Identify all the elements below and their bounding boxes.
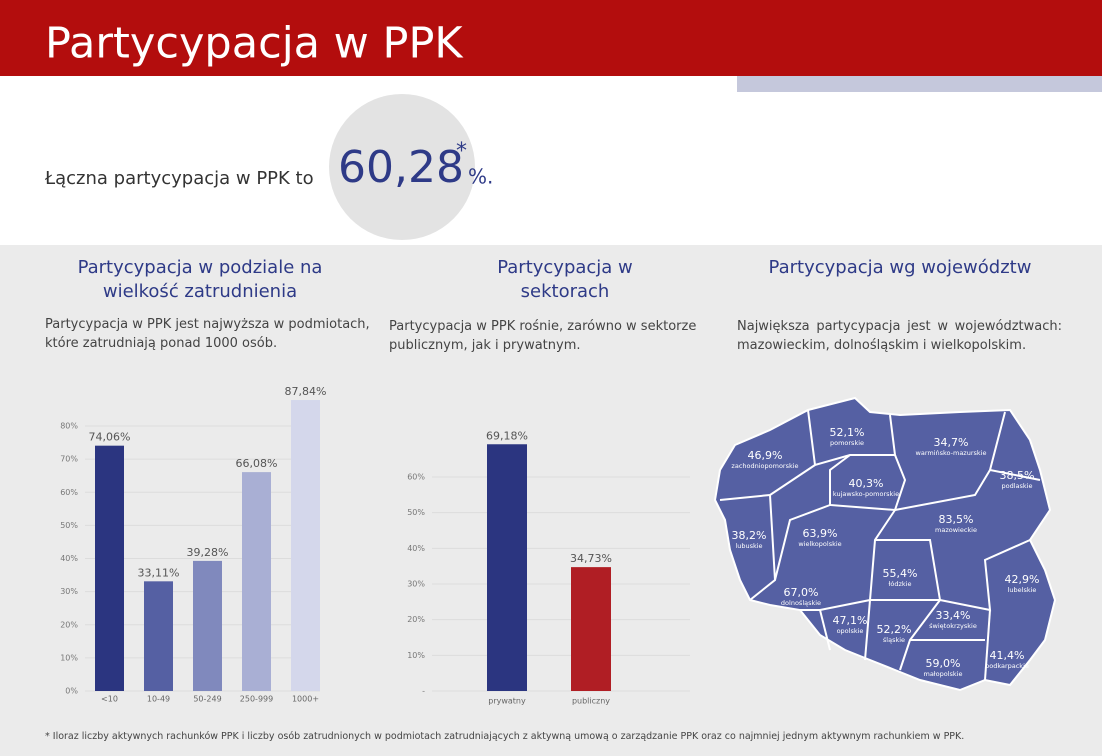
- region-name: małopolskie: [923, 670, 962, 678]
- x-tick-label: <10: [101, 695, 118, 704]
- x-tick-label: publiczny: [572, 697, 610, 706]
- region-name: lubuskie: [735, 542, 762, 550]
- region-value: 52,1%: [830, 426, 865, 439]
- region-value: 47,1%: [833, 614, 868, 627]
- poland-outline: [713, 396, 1057, 692]
- summary-unit: %.: [468, 165, 493, 189]
- y-tick-label: 70%: [60, 455, 78, 464]
- bar: [242, 472, 271, 691]
- region-name: łódzkie: [889, 580, 912, 588]
- bar: [95, 445, 124, 691]
- summary-text: Łączna partycypacja w PPK to: [44, 168, 314, 189]
- region-name: warmińsko-mazurskie: [916, 449, 987, 457]
- region-name: dolnośląskie: [781, 599, 821, 607]
- value-label: 39,28%: [187, 546, 229, 559]
- y-tick-label: 80%: [60, 422, 78, 431]
- x-tick-label: 250-999: [240, 695, 273, 704]
- value-label: 87,84%: [285, 385, 327, 398]
- value-label: 69,18%: [486, 429, 528, 442]
- y-tick-label: 30%: [407, 580, 425, 589]
- y-tick-label: 50%: [60, 521, 78, 530]
- x-tick-label: 50-249: [193, 695, 221, 704]
- value-label: 33,11%: [138, 566, 180, 579]
- bar: [571, 567, 611, 691]
- region-name: zachodniopomorskie: [731, 462, 798, 470]
- region-borders: [719, 409, 1041, 681]
- value-label: 66,08%: [236, 457, 278, 470]
- region-value: 38,2%: [732, 529, 767, 542]
- region-name: podkarpackie: [985, 662, 1029, 670]
- y-tick-label: 20%: [60, 620, 78, 629]
- value-label: 74,06%: [89, 431, 131, 444]
- y-tick-label: 0%: [65, 687, 78, 696]
- bar: [193, 560, 222, 691]
- region-name: wielkopolskie: [798, 540, 841, 548]
- y-tick-label: -: [422, 687, 425, 696]
- x-tick-label: 1000+: [292, 695, 319, 704]
- footnote: * Iloraz liczby aktywnych rachunków PPK …: [45, 731, 965, 742]
- y-tick-label: 10%: [407, 651, 425, 660]
- accent-strip: [737, 76, 1102, 92]
- region-value: 52,2%: [877, 623, 912, 636]
- region-name: kujawsko-pomorskie: [833, 490, 899, 498]
- summary-value: 60,28: [338, 142, 464, 193]
- region-value: 41,4%: [990, 649, 1025, 662]
- y-tick-label: 20%: [407, 615, 425, 624]
- section-text: Partycypacja w PPK rośnie, zarówno w sek…: [389, 319, 697, 353]
- region-name: lubelskie: [1008, 586, 1037, 594]
- region-value: 63,9%: [803, 527, 838, 540]
- region-name: mazowieckie: [935, 526, 977, 534]
- y-tick-label: 60%: [60, 488, 78, 497]
- x-tick-label: prywatny: [488, 697, 526, 706]
- region-value: 34,7%: [934, 436, 969, 449]
- y-tick-label: 50%: [407, 508, 425, 517]
- summary-asterisk: *: [456, 139, 467, 164]
- y-tick-label: 10%: [60, 653, 78, 662]
- header-title: Partycypacja w PPK: [45, 19, 464, 69]
- region-name: opolskie: [837, 627, 864, 635]
- summary-band: [0, 76, 1102, 245]
- region-value: 46,9%: [748, 449, 783, 462]
- region-value: 40,3%: [849, 477, 884, 490]
- section-text: Największa partycypacja jest w województ…: [737, 319, 1062, 353]
- region-name: świętokrzyskie: [929, 622, 977, 630]
- y-tick-label: 60%: [407, 473, 425, 482]
- y-tick-label: 30%: [60, 587, 78, 596]
- region-value: 59,0%: [926, 657, 961, 670]
- header-bar: [0, 0, 1102, 76]
- section-title: Partycypacja w sektorach: [497, 257, 633, 302]
- bar: [291, 400, 320, 691]
- region-name: śląskie: [883, 636, 905, 644]
- section-title: Partycypacja w podziale na wielkość zatr…: [77, 257, 323, 302]
- highlight-circle: [329, 94, 475, 240]
- bar: [487, 444, 527, 691]
- section-title: Partycypacja wg województw: [768, 257, 1032, 278]
- map: 52,1%pomorskie 46,9%zachodniopomorskie 34,…: [713, 396, 1057, 692]
- region-name: pomorskie: [830, 439, 864, 447]
- region-value: 67,0%: [784, 586, 819, 599]
- region-name: podlaskie: [1002, 482, 1033, 490]
- region-value: 83,5%: [939, 513, 974, 526]
- bar: [144, 581, 173, 691]
- y-tick-label: 40%: [60, 554, 78, 563]
- x-tick-label: 10-49: [147, 695, 170, 704]
- section-text: Partycypacja w PPK jest najwyższa w podm…: [45, 317, 370, 351]
- region-value: 38,5%: [1000, 469, 1035, 482]
- y-tick-label: 40%: [407, 544, 425, 553]
- value-label: 34,73%: [570, 552, 612, 565]
- region-value: 42,9%: [1005, 573, 1040, 586]
- region-value: 55,4%: [883, 567, 918, 580]
- region-value: 33,4%: [936, 609, 971, 622]
